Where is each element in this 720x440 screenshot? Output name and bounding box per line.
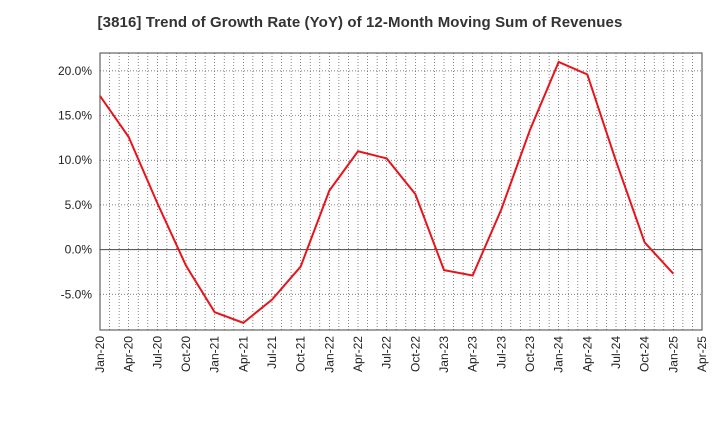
x-tick-label: Jan-25 [666, 336, 680, 373]
x-tick-label: Apr-25 [695, 336, 709, 372]
x-tick-label: Jan-21 [208, 336, 222, 373]
grid [99, 53, 703, 330]
x-tick-label: Jul-24 [609, 336, 623, 369]
x-tick-label: Oct-24 [638, 336, 652, 372]
x-tick-label: Jul-20 [150, 336, 164, 369]
y-tick-label: -5.0% [61, 287, 93, 301]
x-tick-label: Apr-23 [466, 336, 480, 372]
series-layer [99, 60, 675, 324]
x-tick-label: Oct-23 [523, 336, 537, 372]
x-tick-label: Jan-23 [437, 336, 451, 373]
plot-frame [99, 52, 703, 331]
y-tick-label: 5.0% [65, 198, 93, 212]
x-tick-label: Jan-22 [322, 336, 336, 373]
x-tick-label: Jan-20 [93, 336, 107, 373]
x-tick-label: Oct-22 [408, 336, 422, 372]
x-tick-label: Apr-22 [351, 336, 365, 372]
y-tick-label: 15.0% [58, 109, 92, 123]
x-tick-label: Apr-21 [236, 336, 250, 372]
x-tick-label: Apr-20 [122, 336, 136, 372]
y-tick-label: 20.0% [58, 64, 92, 78]
tick-labels: -5.0% 0.0% 5.0% 10.0% 15.0% 20.0% Jan-20 Apr-20… [58, 64, 709, 373]
x-tick-label: Oct-21 [294, 336, 308, 372]
x-tick-label: Apr-24 [580, 336, 594, 372]
x-tick-label: Jul-21 [265, 336, 279, 369]
y-tick-label: 0.0% [65, 243, 93, 257]
x-tick-label: Jul-23 [494, 336, 508, 369]
axes [99, 52, 703, 331]
y-tick-label: 10.0% [58, 153, 92, 167]
chart-title: [3816] Trend of Growth Rate (YoY) of 12-… [97, 14, 623, 31]
x-tick-label: Jul-22 [380, 336, 394, 369]
x-tick-label: Oct-20 [179, 336, 193, 372]
x-tick-label: Jan-24 [552, 336, 566, 373]
